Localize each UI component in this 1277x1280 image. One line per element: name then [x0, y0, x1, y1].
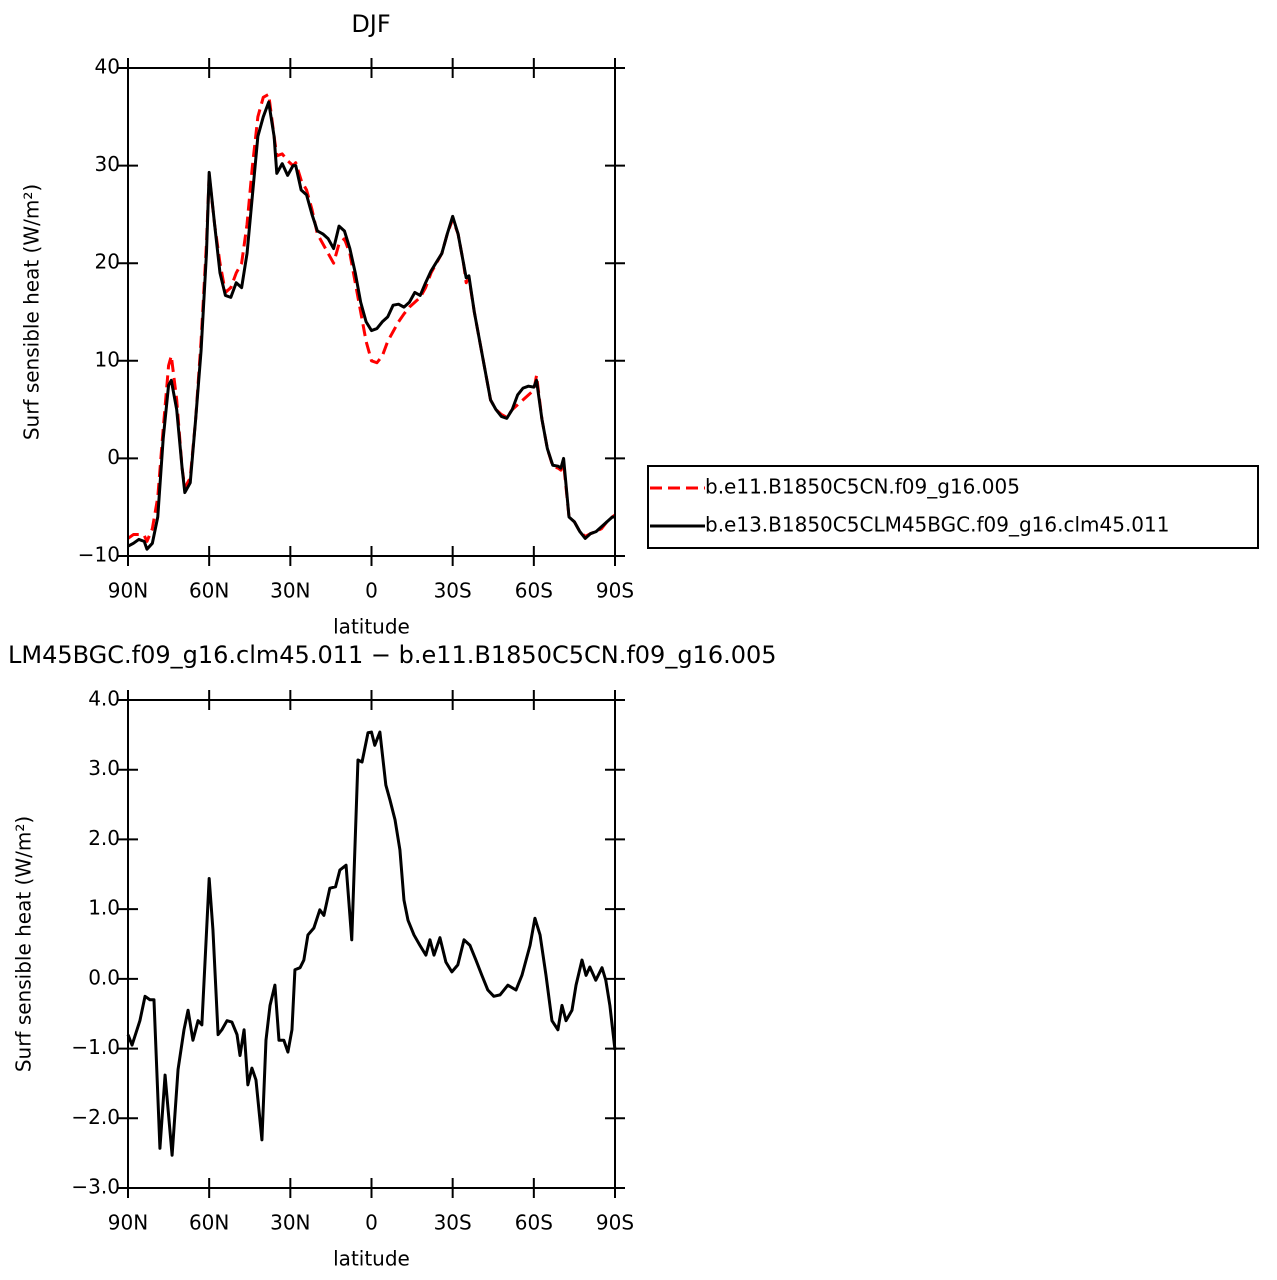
y-tick-label: 10	[95, 347, 120, 371]
x-tick-label: 60S	[515, 579, 553, 603]
y-tick-label: 1.0	[88, 896, 120, 920]
x-tick-label: 90S	[596, 579, 634, 603]
data-line	[126, 730, 617, 1157]
x-tick-label: 30S	[434, 579, 472, 603]
y-tick-label: −3.0	[71, 1175, 120, 1199]
y-axis-label: Surf sensible heat (W/m²)	[20, 184, 44, 440]
legend-box	[647, 465, 1259, 549]
data-line	[127, 100, 615, 551]
x-axis-label: latitude	[333, 615, 410, 639]
y-tick-label: 40	[95, 55, 120, 79]
legend-label: b.e11.B1850C5CN.f09_g16.005	[705, 475, 1020, 499]
legend-label: b.e13.B1850C5CLM45BGC.f09_g16.clm45.011	[705, 513, 1169, 537]
x-tick-label: 30N	[270, 1211, 310, 1235]
y-tick-label: 0	[107, 445, 120, 469]
x-tick-label: 90N	[108, 1211, 148, 1235]
y-tick-label: 4.0	[88, 687, 120, 711]
x-tick-label: 30S	[434, 1211, 472, 1235]
y-tick-label: −2.0	[71, 1105, 120, 1129]
x-tick-label: 90N	[108, 579, 148, 603]
x-tick-label: 60N	[189, 1211, 229, 1235]
x-tick-label: 60N	[189, 579, 229, 603]
y-tick-label: 3.0	[88, 756, 120, 780]
x-tick-label: 0	[365, 1211, 378, 1235]
y-tick-label: 30	[95, 152, 120, 176]
x-tick-label: 0	[365, 579, 378, 603]
y-tick-label: 0.0	[88, 965, 120, 989]
x-tick-label: 30N	[270, 579, 310, 603]
x-axis-label: latitude	[333, 1247, 410, 1271]
y-tick-label: −10	[78, 543, 120, 567]
chart-title: DJF	[351, 10, 390, 38]
y-tick-label: 20	[95, 250, 120, 274]
x-tick-label: 60S	[515, 1211, 553, 1235]
plot-frame	[127, 699, 616, 1189]
x-tick-label: 90S	[596, 1211, 634, 1235]
y-axis-label: Surf sensible heat (W/m²)	[12, 816, 36, 1072]
y-tick-label: 2.0	[88, 826, 120, 850]
y-tick-label: −1.0	[71, 1035, 120, 1059]
data-line	[127, 92, 616, 543]
legend: b.e11.B1850C5CN.f09_g16.005 b.e13.B1850C5…	[647, 465, 1259, 549]
plot-frame	[127, 67, 616, 557]
chart-title: LM45BGC.f09_g16.clm45.011 − b.e11.B1850C…	[8, 641, 777, 669]
